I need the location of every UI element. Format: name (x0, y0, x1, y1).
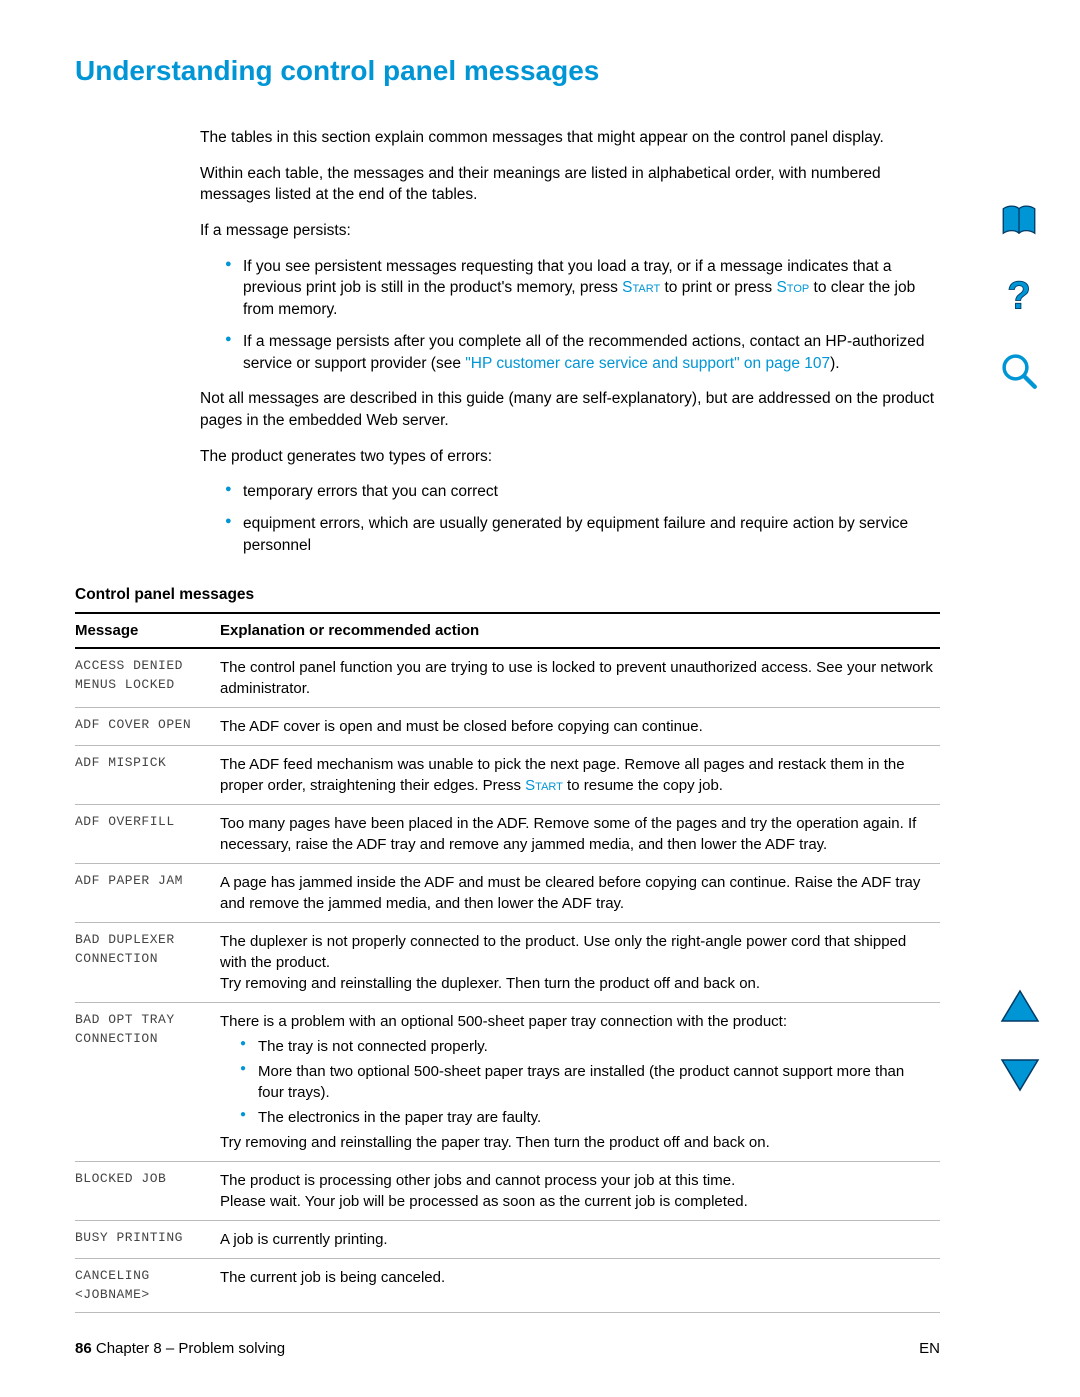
down-arrow-icon[interactable] (1000, 1058, 1040, 1097)
table-row: ACCESS DENIED MENUS LOCKEDThe control pa… (75, 648, 940, 708)
table-row: BAD OPT TRAY CONNECTIONThere is a proble… (75, 1003, 940, 1162)
chapter-label: Chapter 8 – Problem solving (92, 1340, 285, 1357)
book-icon[interactable] (998, 200, 1040, 247)
message-code: ADF OVERFILL (75, 805, 220, 864)
table-row: CANCELING <JOBNAME>The current job is be… (75, 1259, 940, 1312)
list-item: The tray is not connected properly. (240, 1036, 934, 1057)
message-code: ADF PAPER JAM (75, 864, 220, 923)
table-title: Control panel messages (75, 586, 940, 604)
table-row: BLOCKED JOBThe product is processing oth… (75, 1162, 940, 1221)
table-row: BUSY PRINTINGA job is currently printing… (75, 1221, 940, 1259)
page-footer: 86 Chapter 8 – Problem solving EN (75, 1340, 940, 1357)
message-explanation: The control panel function you are tryin… (220, 648, 940, 708)
header-message: Message (75, 613, 220, 648)
message-code: ADF COVER OPEN (75, 708, 220, 746)
start-text: Start (525, 777, 563, 794)
message-code: BAD DUPLEXER CONNECTION (75, 923, 220, 1003)
header-explanation: Explanation or recommended action (220, 613, 940, 648)
page-number: 86 (75, 1340, 92, 1357)
message-code: CANCELING <JOBNAME> (75, 1259, 220, 1312)
intro-bullet-2: If a message persists after you complete… (225, 331, 940, 374)
table-row: ADF MISPICKThe ADF feed mechanism was un… (75, 746, 940, 805)
message-code: BLOCKED JOB (75, 1162, 220, 1221)
stop-text: Stop (776, 279, 809, 296)
message-explanation: The current job is being canceled. (220, 1259, 940, 1312)
help-icon[interactable]: ? (998, 275, 1040, 322)
message-explanation: The duplexer is not properly connected t… (220, 923, 940, 1003)
intro-p3: If a message persists: (200, 220, 940, 242)
intro-p4: Not all messages are described in this g… (200, 388, 940, 431)
intro-p2: Within each table, the messages and thei… (200, 163, 940, 206)
hp-support-link[interactable]: "HP customer care service and support" o… (465, 355, 830, 372)
intro-bullet-1: If you see persistent messages requestin… (225, 256, 940, 321)
message-explanation: The ADF cover is open and must be closed… (220, 708, 940, 746)
message-explanation: The product is processing other jobs and… (220, 1162, 940, 1221)
error-type-2: equipment errors, which are usually gene… (225, 513, 940, 556)
message-code: BUSY PRINTING (75, 1221, 220, 1259)
error-type-1: temporary errors that you can correct (225, 481, 940, 503)
svg-text:?: ? (1007, 275, 1031, 317)
list-item: More than two optional 500-sheet paper t… (240, 1061, 934, 1103)
nav-arrows (1000, 989, 1040, 1097)
table-row: ADF OVERFILLToo many pages have been pla… (75, 805, 940, 864)
message-code: BAD OPT TRAY CONNECTION (75, 1003, 220, 1162)
page-title: Understanding control panel messages (75, 55, 940, 87)
table-row: BAD DUPLEXER CONNECTIONThe duplexer is n… (75, 923, 940, 1003)
list-item: The electronics in the paper tray are fa… (240, 1107, 934, 1128)
message-code: ACCESS DENIED MENUS LOCKED (75, 648, 220, 708)
message-code: ADF MISPICK (75, 746, 220, 805)
message-explanation: The ADF feed mechanism was unable to pic… (220, 746, 940, 805)
message-explanation: Too many pages have been placed in the A… (220, 805, 940, 864)
intro-p5: The product generates two types of error… (200, 446, 940, 468)
up-arrow-icon[interactable] (1000, 989, 1040, 1028)
table-row: ADF PAPER JAMA page has jammed inside th… (75, 864, 940, 923)
intro-section: The tables in this section explain commo… (200, 127, 940, 556)
sidebar-icons: ? (998, 200, 1040, 397)
intro-p1: The tables in this section explain commo… (200, 127, 940, 149)
search-icon[interactable] (998, 350, 1040, 397)
message-explanation: There is a problem with an optional 500-… (220, 1003, 940, 1162)
start-text: Start (622, 279, 660, 296)
message-explanation: A job is currently printing. (220, 1221, 940, 1259)
table-row: ADF COVER OPENThe ADF cover is open and … (75, 708, 940, 746)
messages-table: Message Explanation or recommended actio… (75, 612, 940, 1312)
message-explanation: A page has jammed inside the ADF and mus… (220, 864, 940, 923)
language-label: EN (919, 1340, 940, 1357)
